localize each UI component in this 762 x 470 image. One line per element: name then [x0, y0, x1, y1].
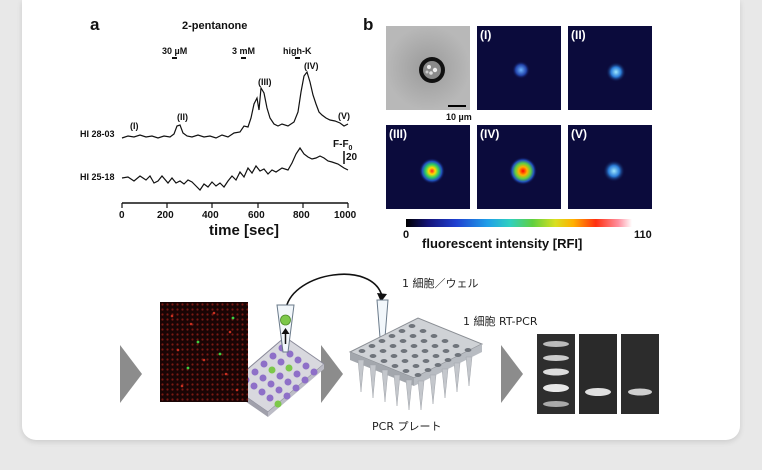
step2-label: 1 細胞 RT-PCR — [463, 315, 538, 328]
fluor-tile-5: (V) — [568, 125, 652, 209]
brightfield-tile — [386, 26, 470, 110]
peak-label-1: (I) — [130, 121, 139, 131]
colorbar — [406, 219, 632, 227]
step1-label: 1 細胞／ウェル — [402, 277, 479, 290]
peak-label-3: (III) — [258, 77, 272, 87]
x-tick-1000: 1000 — [334, 210, 357, 221]
pcr-plate-label: PCR プレート — [372, 420, 442, 433]
fluor-tile-1: (I) — [477, 26, 561, 110]
x-tick-400: 400 — [202, 210, 219, 221]
dose-3mm-label: 3 mM — [232, 46, 256, 56]
x-tick-600: 600 — [248, 210, 265, 221]
peak-label-5: (V) — [338, 111, 350, 121]
x-tick-0: 0 — [119, 210, 125, 221]
panel-a-letter: a — [90, 15, 100, 34]
cell-field-image — [160, 302, 248, 402]
x-axis-label: time [sec] — [209, 222, 280, 239]
peak-label-4: (IV) — [304, 61, 319, 71]
colorbar-min: 0 — [403, 229, 410, 241]
trace-label-hi25: HI 25-18 — [80, 172, 115, 182]
traces-plot — [121, 57, 349, 208]
trace-label-hi28: HI 28-03 — [80, 129, 115, 139]
workflow-graphics — [120, 273, 523, 417]
high-k-label: high-K — [283, 46, 312, 56]
scale-value: 20 — [346, 152, 358, 163]
panel-b-letter: b — [363, 15, 374, 34]
chevron-icon-3 — [501, 345, 523, 403]
fluor-tile-4: (IV) — [477, 125, 561, 209]
peak-label-2: (II) — [177, 112, 188, 122]
gel-lane-1 — [579, 334, 617, 414]
dose-30um-label: 30 µM — [162, 46, 188, 56]
colorbar-max: 110 — [634, 229, 652, 241]
chevron-icon-1 — [120, 345, 142, 403]
gel-ladder — [537, 334, 575, 414]
trace-hi28 — [121, 70, 349, 139]
trace-hi25 — [121, 146, 349, 191]
colorbar-label: fluorescent intensity [RFI] — [422, 236, 583, 251]
fluor-tile-3: (III) — [386, 125, 470, 209]
x-tick-800: 800 — [293, 210, 310, 221]
gel-lane-2 — [621, 334, 659, 414]
stimulus-label: 2-pentanone — [182, 20, 248, 32]
fluor-tile-2: (II) — [568, 26, 652, 110]
scalebar-label: 10 µm — [446, 112, 472, 122]
x-tick-200: 200 — [157, 210, 174, 221]
scale-label: F-F0 — [333, 139, 353, 152]
figure-card: a 2-pentanone 30 µM 3 mM high-K (I) (II)… — [22, 0, 740, 440]
chevron-icon-2 — [321, 345, 343, 403]
